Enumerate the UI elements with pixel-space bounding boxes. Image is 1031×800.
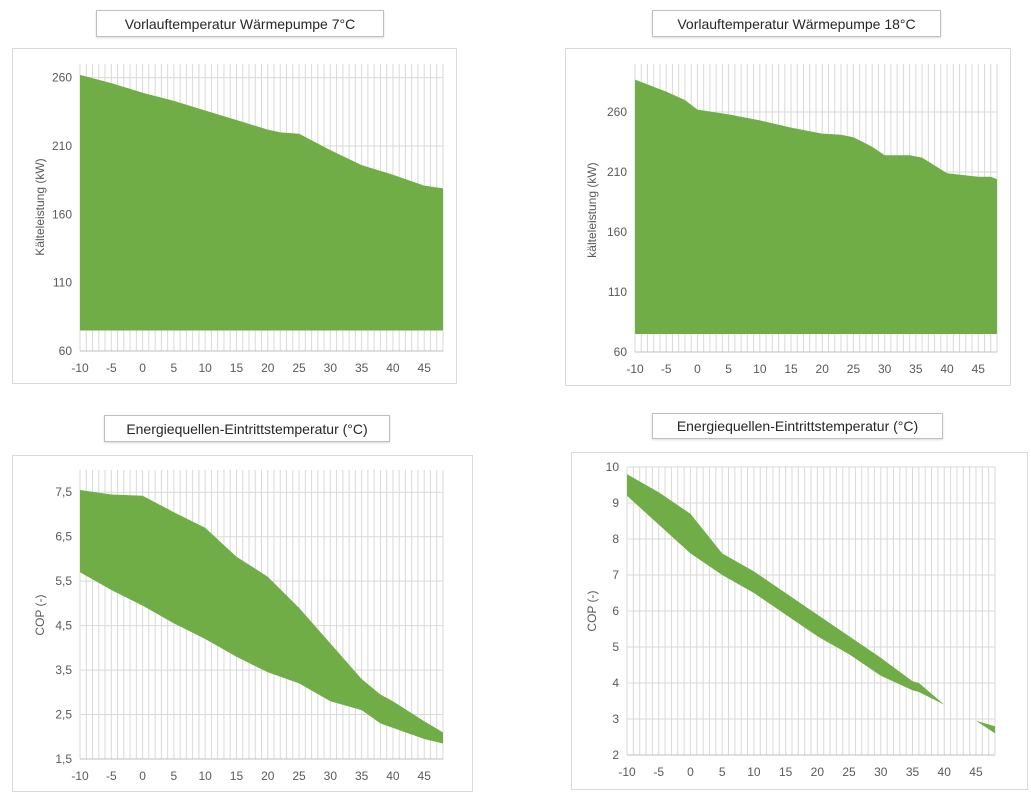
y-tick-label: 110 [608, 285, 627, 299]
x-tick-label: -10 [71, 769, 89, 783]
x-tick-label: 15 [230, 769, 244, 783]
chart-title-4: Energiequellen-Eintrittstemperatur (°C) [652, 413, 943, 439]
x-tick-label: 30 [324, 769, 338, 783]
x-tick-label: 45 [972, 362, 986, 376]
x-tick-label: 30 [874, 765, 888, 779]
y-tick-label: 210 [52, 139, 72, 153]
y-tick-label: 2 [612, 748, 619, 762]
x-tick-label: 15 [784, 362, 798, 376]
x-tick-label: -5 [661, 362, 672, 376]
x-tick-label: 5 [171, 361, 178, 375]
x-tick-label: 10 [753, 362, 767, 376]
x-tick-label: 40 [386, 769, 400, 783]
x-tick-label: 20 [261, 361, 275, 375]
x-tick-label: 0 [139, 361, 146, 375]
x-tick-label: 35 [909, 362, 923, 376]
y-tick-label: 5,5 [55, 574, 72, 588]
x-tick-label: 30 [324, 361, 338, 375]
x-tick-label: 10 [198, 361, 212, 375]
y-tick-label: 210 [607, 165, 627, 179]
x-tick-label: 45 [969, 765, 983, 779]
x-tick-label: -5 [106, 769, 117, 783]
x-tick-label: 5 [171, 769, 178, 783]
x-tick-label: 0 [687, 765, 694, 779]
x-tick-label: -10 [71, 361, 89, 375]
x-tick-label: 45 [418, 361, 432, 375]
y-tick-label: 9 [612, 496, 619, 510]
x-tick-label: 0 [694, 362, 701, 376]
y-tick-label: 4 [612, 676, 619, 690]
y-tick-label: 6,5 [55, 530, 72, 544]
x-tick-label: -10 [626, 362, 644, 376]
x-tick-label: 5 [725, 362, 732, 376]
x-tick-label: 35 [906, 765, 920, 779]
x-tick-label: 45 [418, 769, 432, 783]
y-tick-label: 7,5 [55, 485, 72, 499]
x-tick-label: 20 [816, 362, 830, 376]
x-tick-label: 15 [779, 765, 793, 779]
x-tick-label: 25 [847, 362, 861, 376]
y-tick-label: 4,5 [55, 619, 72, 633]
y-tick-label: 6 [612, 604, 619, 618]
x-tick-label: 20 [811, 765, 825, 779]
area-band [627, 474, 995, 734]
area-band [80, 74, 443, 331]
y-tick-label: 5 [612, 640, 619, 654]
x-tick-label: 40 [938, 765, 952, 779]
x-tick-label: 5 [719, 765, 726, 779]
y-tick-label: 8 [612, 532, 619, 546]
y-tick-label: 260 [607, 105, 627, 119]
chart-title-3: Energiequellen-Eintrittstemperatur (°C) [104, 415, 390, 442]
x-tick-label: 35 [355, 361, 369, 375]
y-tick-label: 2,5 [55, 708, 72, 722]
chart-title-1: Vorlauftemperatur Wärmepumpe 7°C [96, 10, 384, 37]
y-tick-label: 1,5 [55, 752, 72, 766]
x-tick-label: 10 [198, 769, 212, 783]
x-tick-label: 0 [139, 769, 146, 783]
y-tick-label: 60 [59, 344, 73, 358]
area-band [635, 79, 997, 334]
x-tick-label: 40 [386, 361, 400, 375]
y-tick-label: 3,5 [55, 663, 72, 677]
x-tick-label: -5 [106, 361, 117, 375]
x-tick-label: 40 [940, 362, 954, 376]
y-tick-label: 160 [607, 225, 627, 239]
area-band [80, 490, 443, 744]
x-tick-label: 10 [747, 765, 761, 779]
x-tick-label: -5 [653, 765, 664, 779]
y-tick-label: 3 [612, 712, 619, 726]
y-tick-label: 110 [53, 276, 72, 290]
x-tick-label: 30 [878, 362, 892, 376]
y-tick-label: 260 [52, 71, 72, 85]
chart-title-2: Vorlauftemperatur Wärmepumpe 18°C [652, 10, 941, 37]
y-tick-label: 10 [606, 460, 620, 474]
x-tick-label: 25 [292, 769, 306, 783]
y-tick-label: 60 [614, 345, 628, 359]
y-tick-label: 7 [612, 568, 619, 582]
x-tick-label: 35 [355, 769, 369, 783]
x-tick-label: 25 [292, 361, 306, 375]
x-tick-label: 20 [261, 769, 275, 783]
x-tick-label: 15 [230, 361, 244, 375]
y-tick-label: 160 [52, 207, 72, 221]
x-tick-label: 25 [842, 765, 856, 779]
x-tick-label: -10 [618, 765, 636, 779]
